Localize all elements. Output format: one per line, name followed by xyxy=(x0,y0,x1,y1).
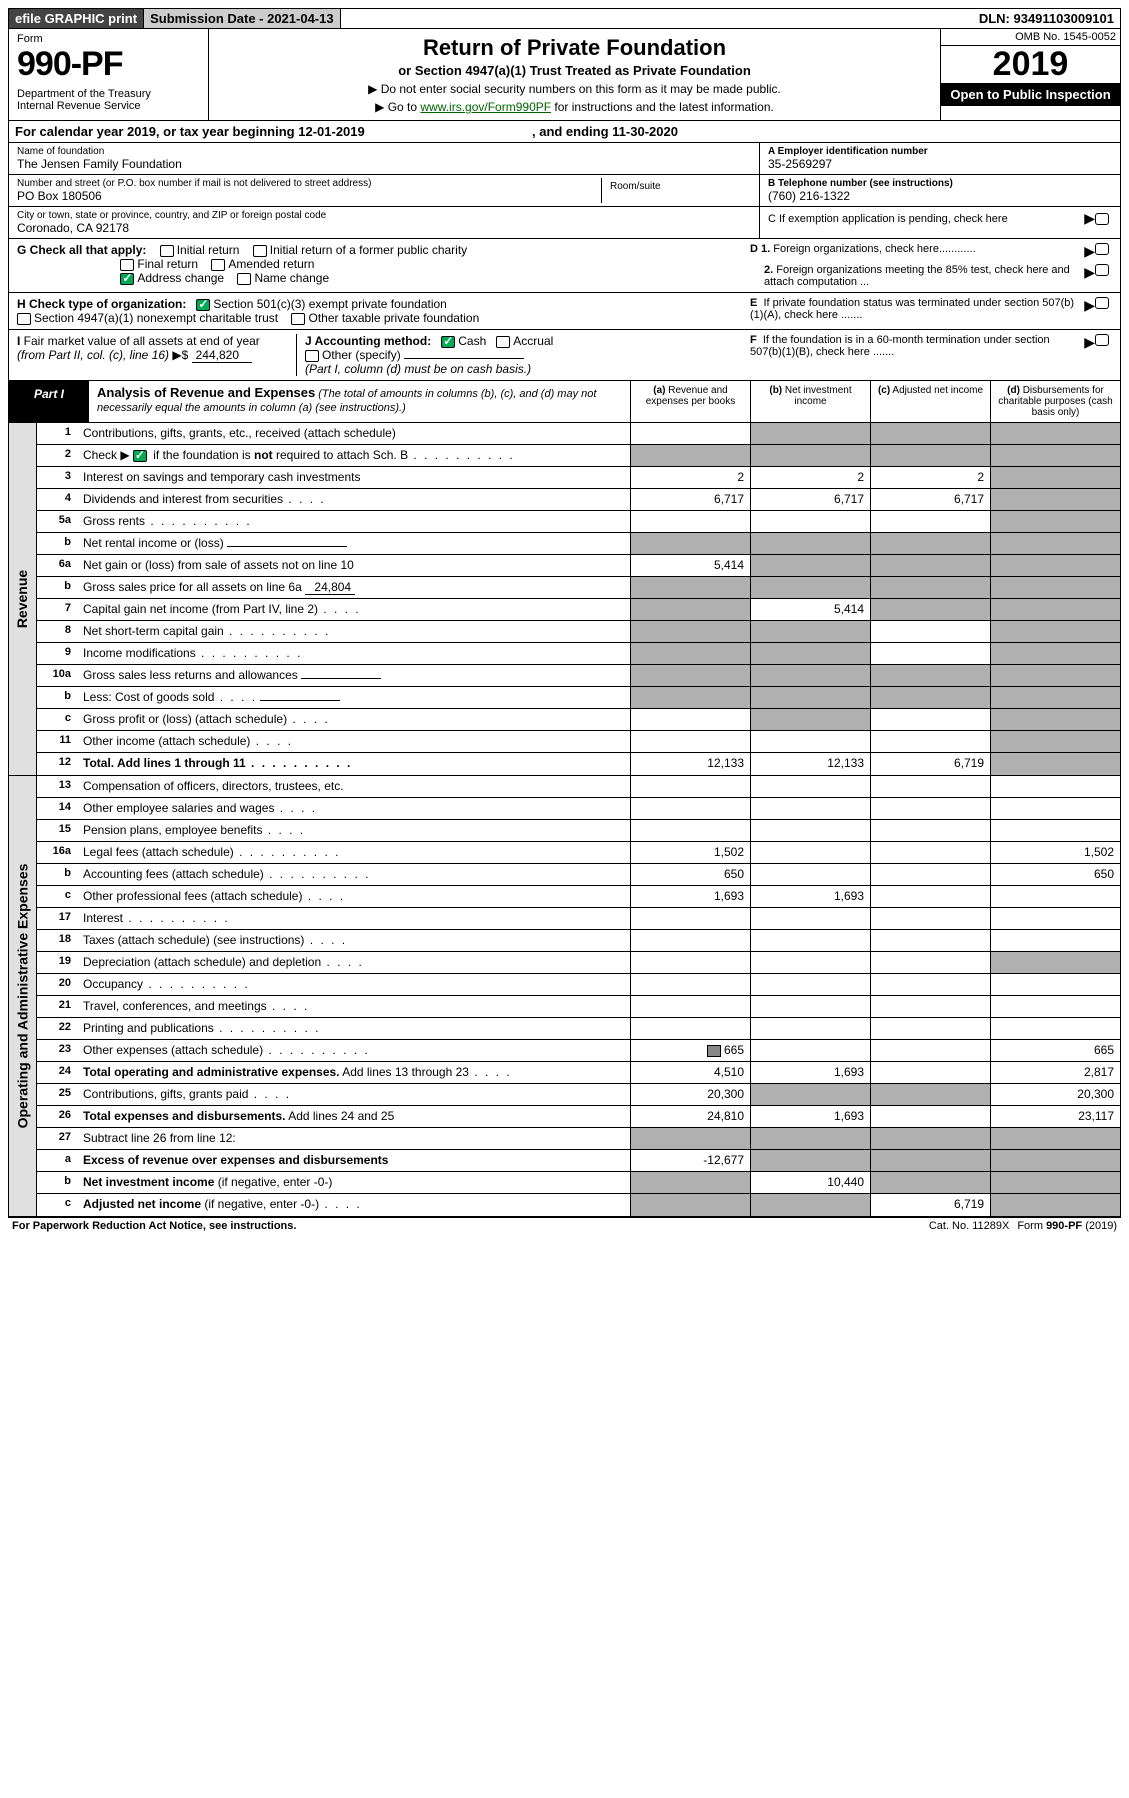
room-label: Room/suite xyxy=(610,181,743,192)
form-title: Return of Private Foundation xyxy=(215,35,934,61)
address: PO Box 180506 xyxy=(17,189,601,203)
form-header: Form 990-PF Department of the TreasuryIn… xyxy=(8,29,1121,121)
cb-name-change[interactable] xyxy=(237,273,251,285)
part1-header: Part I Analysis of Revenue and Expenses … xyxy=(8,381,1121,423)
h-label: H Check type of organization: xyxy=(17,297,186,311)
revenue-table: Revenue 1Contributions, gifts, grants, e… xyxy=(8,423,1121,776)
cb-final-return[interactable] xyxy=(120,259,134,271)
expenses-table: Operating and Administrative Expenses 13… xyxy=(8,776,1121,1217)
irs-link[interactable]: www.irs.gov/Form990PF xyxy=(420,100,551,114)
col-c-header: (c) Adjusted net income xyxy=(870,381,990,422)
form-number: 990-PF xyxy=(17,45,200,84)
city: Coronado, CA 92178 xyxy=(17,221,751,235)
arrow-icon: ▶ xyxy=(1084,210,1095,227)
cb-initial-former[interactable] xyxy=(253,245,267,257)
col-d-header: (d) Disbursements for charitable purpose… xyxy=(990,381,1120,422)
cb-e[interactable] xyxy=(1095,297,1109,309)
j-label: J Accounting method: xyxy=(305,334,431,348)
calendar-year-row: For calendar year 2019, or tax year begi… xyxy=(8,121,1121,143)
cb-501c3[interactable] xyxy=(196,299,210,311)
form-subtitle: or Section 4947(a)(1) Trust Treated as P… xyxy=(215,63,934,78)
cb-d2[interactable] xyxy=(1095,264,1109,276)
cb-address-change[interactable] xyxy=(120,273,134,285)
g-label: G Check all that apply: xyxy=(17,243,146,257)
name-label: Name of foundation xyxy=(17,146,751,157)
part1-tag: Part I xyxy=(9,381,89,422)
cb-other-method[interactable] xyxy=(305,350,319,362)
open-public-badge: Open to Public Inspection xyxy=(941,83,1120,106)
foundation-info: Name of foundation The Jensen Family Fou… xyxy=(8,143,1121,239)
foundation-name: The Jensen Family Foundation xyxy=(17,157,751,171)
cb-schb[interactable] xyxy=(133,450,147,462)
cb-accrual[interactable] xyxy=(496,336,510,348)
cb-cash[interactable] xyxy=(441,336,455,348)
cb-initial-return[interactable] xyxy=(160,245,174,257)
expenses-sidelabel: Operating and Administrative Expenses xyxy=(9,776,37,1216)
city-label: City or town, state or province, country… xyxy=(17,210,751,221)
fmv-value: 244,820 xyxy=(192,348,252,363)
cb-4947a1[interactable] xyxy=(17,313,31,325)
check-section: G Check all that apply: Initial return I… xyxy=(8,239,1121,381)
j-note: (Part I, column (d) must be on cash basi… xyxy=(305,362,531,376)
attachment-icon[interactable] xyxy=(707,1045,721,1057)
catalog-number: Cat. No. 11289X xyxy=(925,1220,1014,1232)
col-a-header: (a) Revenue and expenses per books xyxy=(630,381,750,422)
instruction-2: ▶ Go to www.irs.gov/Form990PF for instru… xyxy=(215,100,934,114)
department: Department of the TreasuryInternal Reven… xyxy=(17,88,200,112)
address-label: Number and street (or P.O. box number if… xyxy=(17,178,601,189)
c-checkbox[interactable] xyxy=(1095,213,1109,225)
form-word: Form xyxy=(17,33,200,45)
c-label: C If exemption application is pending, c… xyxy=(768,213,1084,225)
tax-year: 2019 xyxy=(941,46,1120,83)
instruction-1: ▶ Do not enter social security numbers o… xyxy=(215,82,934,96)
cb-d1[interactable] xyxy=(1095,243,1109,255)
col-b-header: (b) Net investment income xyxy=(750,381,870,422)
part1-title: Analysis of Revenue and Expenses xyxy=(97,385,315,400)
ein: 35-2569297 xyxy=(768,157,1112,171)
efile-label[interactable]: efile GRAPHIC print xyxy=(9,9,144,28)
omb-number: OMB No. 1545-0052 xyxy=(941,29,1120,46)
cb-amended-return[interactable] xyxy=(211,259,225,271)
dln: DLN: 93491103009101 xyxy=(973,9,1120,28)
telephone: (760) 216-1322 xyxy=(768,189,1112,203)
r3-a: 2 xyxy=(630,467,750,488)
revenue-sidelabel: Revenue xyxy=(9,423,37,775)
tel-label: B Telephone number (see instructions) xyxy=(768,178,1112,189)
ein-label: A Employer identification number xyxy=(768,146,1112,157)
page-footer: For Paperwork Reduction Act Notice, see … xyxy=(8,1217,1121,1232)
cb-f[interactable] xyxy=(1095,334,1109,346)
cb-other-taxable[interactable] xyxy=(291,313,305,325)
form-footer: Form 990-PF (2019) xyxy=(1013,1220,1121,1232)
paperwork-notice: For Paperwork Reduction Act Notice, see … xyxy=(8,1220,925,1232)
topbar: efile GRAPHIC print Submission Date - 20… xyxy=(8,8,1121,29)
submission-date: Submission Date - 2021-04-13 xyxy=(144,9,341,28)
